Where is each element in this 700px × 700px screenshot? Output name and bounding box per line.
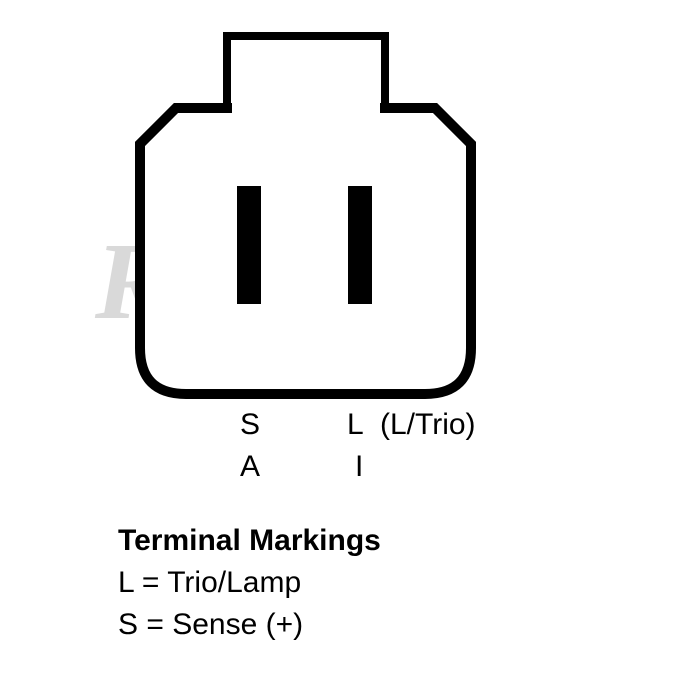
pin-right [348, 186, 372, 304]
pin-label-a: A [240, 450, 260, 484]
pin-label-l: L [347, 408, 364, 442]
pin-label-s: S [240, 408, 260, 442]
connector-outline [0, 0, 700, 700]
diagram-stage: Remy ® S L (L/Trio) A I Terminal Marking… [0, 0, 700, 700]
connector-tab [227, 36, 385, 108]
connector-body [140, 108, 471, 394]
pin-label-l-extra: (L/Trio) [380, 408, 476, 442]
tab-body-join [232, 100, 380, 116]
legend-line-1: L = Trio/Lamp [118, 566, 301, 600]
pin-label-i: I [355, 450, 363, 484]
legend-line-2: S = Sense (+) [118, 608, 303, 642]
legend-title: Terminal Markings [118, 524, 381, 558]
pin-left [237, 186, 261, 304]
